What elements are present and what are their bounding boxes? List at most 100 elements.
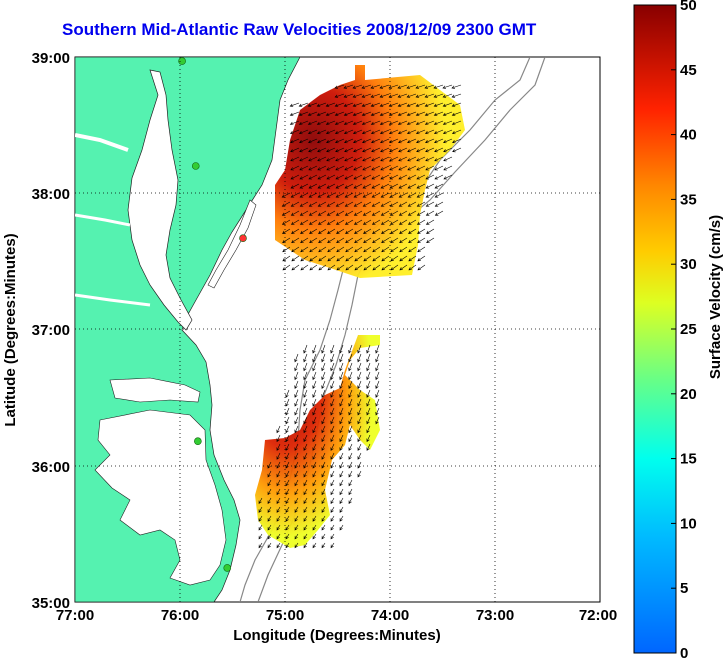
velocity-arrow (348, 425, 353, 434)
velocity-arrow (363, 246, 372, 253)
velocity-arrow (434, 201, 444, 207)
velocity-arrow (370, 111, 381, 117)
velocity-arrow (308, 219, 318, 225)
velocity-arrow (312, 497, 317, 504)
velocity-arrow (299, 156, 309, 162)
velocity-arrow (334, 102, 345, 107)
velocity-arrow (348, 452, 353, 460)
velocity-arrow (290, 138, 300, 144)
velocity-arrow (303, 488, 308, 496)
velocity-arrow (361, 93, 372, 98)
velocity-arrow (317, 192, 327, 198)
velocity-arrow (379, 84, 390, 89)
velocity-arrow (294, 443, 299, 451)
velocity-arrow (326, 156, 336, 162)
velocity-arrow (416, 192, 426, 198)
velocity-arrow (406, 120, 417, 126)
velocity-arrow (362, 192, 372, 198)
velocity-arrow (298, 129, 309, 135)
velocity-arrow (434, 138, 444, 144)
colorbar-ticks: 0 5 10 15 20 25 30 35 40 45 50 (671, 0, 697, 659)
velocity-arrow (327, 255, 336, 262)
velocity-arrow (291, 255, 300, 262)
velocity-arrow (357, 380, 362, 389)
velocity-arrow (300, 237, 309, 243)
velocity-arrow (308, 174, 318, 180)
velocity-arrow (388, 93, 399, 98)
velocity-arrow (415, 84, 426, 89)
velocity-arrow (380, 138, 390, 144)
velocity-arrow (327, 237, 336, 243)
velocity-arrow (361, 111, 372, 117)
velocity-arrow (416, 219, 426, 225)
velocity-arrow (357, 362, 362, 372)
velocity-arrow (348, 344, 353, 354)
velocity-arrow (443, 147, 453, 153)
velocity-arrow (285, 443, 290, 451)
velocity-arrow (407, 165, 417, 171)
velocity-arrow (352, 84, 363, 89)
velocity-arrow (353, 147, 363, 153)
velocity-arrow (370, 120, 381, 126)
velocity-arrow (258, 542, 263, 549)
velocity-arrow (353, 219, 363, 225)
velocity-arrow (406, 111, 417, 117)
velocity-arrow (399, 246, 408, 253)
velocity-arrow (294, 488, 299, 496)
velocity-arrow (285, 488, 290, 496)
velocity-arrow (348, 398, 353, 407)
velocity-arrow (285, 506, 290, 513)
velocity-arrow (312, 515, 317, 522)
velocity-arrow (442, 102, 453, 107)
velocity-arrow (408, 246, 417, 253)
radar-station-marker (194, 437, 202, 446)
velocity-arrow (344, 147, 354, 153)
velocity-arrow (380, 192, 390, 198)
velocity-arrow (335, 147, 345, 153)
velocity-arrow (312, 434, 317, 443)
velocity-arrow (363, 255, 372, 262)
velocity-arrow (398, 156, 408, 162)
velocity-arrow (348, 434, 353, 443)
velocity-arrow (290, 192, 300, 198)
x-axis-label: Longitude (Degrees:Minutes) (233, 627, 441, 644)
velocity-arrow (281, 201, 291, 207)
velocity-arrow (290, 156, 300, 162)
velocity-arrow (325, 102, 336, 107)
velocity-arrow (343, 84, 354, 89)
velocity-arrow (407, 210, 417, 216)
velocity-arrow (285, 425, 290, 434)
velocity-arrow (285, 542, 290, 549)
velocity-arrow (345, 255, 354, 262)
velocity-arrow (443, 138, 453, 144)
velocity-arrow (317, 219, 327, 225)
velocity-arrow (285, 470, 290, 478)
velocity-arrow (348, 497, 353, 504)
velocity-arrow (398, 210, 408, 216)
velocity-arrow (326, 210, 336, 216)
velocity-arrow (294, 497, 299, 504)
velocity-arrow (371, 192, 381, 198)
velocity-arrow (336, 255, 345, 262)
radar-station-marker (223, 564, 232, 572)
velocity-arrow (375, 371, 380, 381)
velocity-arrow (397, 129, 408, 135)
velocity-arrow (407, 156, 417, 162)
velocity-arrow (303, 542, 308, 549)
velocity-arrow (303, 398, 308, 407)
velocity-arrow (325, 111, 336, 117)
velocity-arrow (312, 371, 317, 381)
velocity-arrow (348, 353, 353, 363)
velocity-arrow (326, 165, 336, 171)
velocity-arrow (258, 506, 263, 513)
velocity-arrow (434, 174, 444, 180)
velocity-arrow (285, 497, 290, 504)
velocity-arrow (415, 93, 426, 98)
velocity-arrow (312, 353, 317, 363)
velocity-arrow (330, 452, 335, 460)
velocity-arrow (407, 201, 417, 207)
velocity-arrow (330, 479, 335, 487)
velocity-arrow (362, 165, 372, 171)
velocity-arrow (330, 371, 335, 381)
